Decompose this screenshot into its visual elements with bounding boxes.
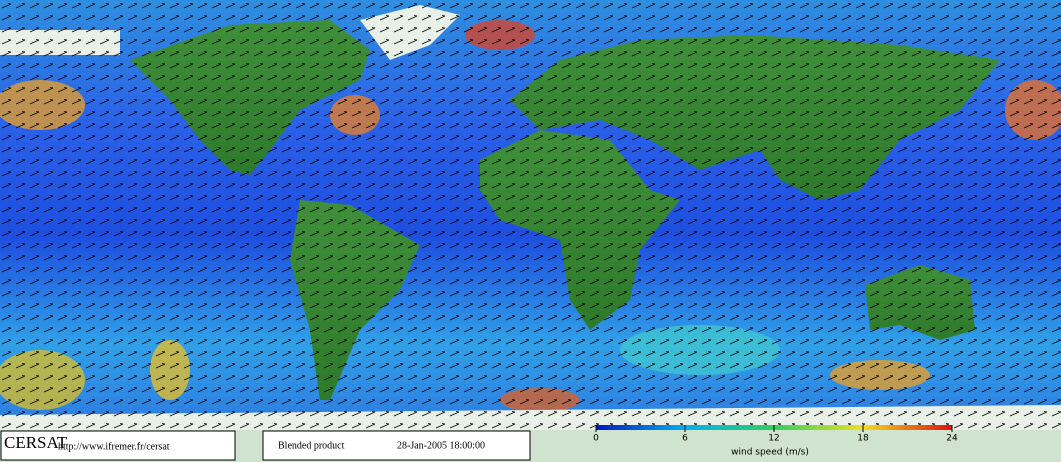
logo-box [0, 430, 236, 461]
colorbar-tick-label: 6 [682, 434, 688, 444]
wind-vectors [0, 0, 1061, 430]
colorbar-tick-label: 0 [593, 434, 599, 444]
colorbar-tick-label: 18 [857, 434, 869, 444]
logo: CERSAT [4, 433, 68, 452]
product: Blended product [278, 440, 345, 451]
colorbar-tick-label: 12 [768, 434, 779, 444]
date: 28-Jan-2005 18:00:00 [397, 440, 485, 451]
colorbar: 0 6 12 18 24 [593, 425, 958, 444]
product-box [262, 430, 531, 461]
url: http://www.ifremer.fr/cersat [58, 441, 170, 452]
colorbar-tick-label: 24 [946, 434, 958, 444]
colorbar-label: wind speed (m/s) [731, 448, 809, 458]
